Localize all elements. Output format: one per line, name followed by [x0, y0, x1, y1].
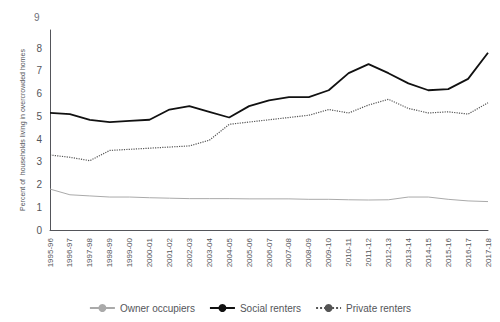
- svg-text:2010-11: 2010-11: [344, 237, 353, 266]
- svg-text:0: 0: [36, 225, 42, 236]
- svg-text:2011-12: 2011-12: [364, 237, 373, 266]
- svg-text:Private renters: Private renters: [346, 303, 411, 314]
- svg-text:2017-18: 2017-18: [484, 237, 493, 267]
- svg-text:Percent of households living: Percent of households living in overcrow…: [19, 49, 27, 211]
- svg-text:2003-04: 2003-04: [205, 237, 214, 267]
- svg-text:6: 6: [36, 88, 42, 99]
- svg-text:1999-00: 1999-00: [125, 237, 134, 267]
- svg-text:2013-14: 2013-14: [404, 237, 413, 267]
- svg-text:2006-07: 2006-07: [265, 237, 274, 267]
- svg-text:2004-05: 2004-05: [225, 237, 234, 267]
- svg-text:2014-15: 2014-15: [424, 237, 433, 267]
- svg-text:7: 7: [36, 65, 42, 76]
- svg-text:1: 1: [36, 202, 42, 213]
- svg-text:3: 3: [36, 156, 42, 167]
- svg-text:2015-16: 2015-16: [444, 237, 453, 267]
- svg-text:4: 4: [36, 134, 42, 145]
- svg-text:2008-09: 2008-09: [304, 237, 313, 267]
- svg-text:2005-06: 2005-06: [245, 237, 254, 267]
- svg-text:2012-13: 2012-13: [384, 237, 393, 267]
- svg-text:Owner occupiers: Owner occupiers: [120, 303, 195, 314]
- svg-text:9: 9: [34, 12, 40, 23]
- svg-text:5: 5: [36, 111, 42, 122]
- svg-text:1998-99: 1998-99: [105, 237, 114, 267]
- svg-text:8: 8: [36, 43, 42, 54]
- svg-text:1996-97: 1996-97: [65, 237, 74, 267]
- svg-text:2009-10: 2009-10: [324, 237, 333, 267]
- svg-text:2001-02: 2001-02: [165, 237, 174, 267]
- svg-text:Social renters: Social renters: [240, 303, 301, 314]
- svg-text:2000-01: 2000-01: [145, 237, 154, 267]
- svg-text:1997-98: 1997-98: [85, 237, 94, 267]
- svg-text:2: 2: [36, 179, 42, 190]
- svg-text:1995-96: 1995-96: [46, 237, 55, 267]
- svg-text:2002-03: 2002-03: [185, 237, 194, 267]
- svg-text:2007-08: 2007-08: [284, 237, 293, 267]
- svg-text:2016-17: 2016-17: [464, 237, 473, 267]
